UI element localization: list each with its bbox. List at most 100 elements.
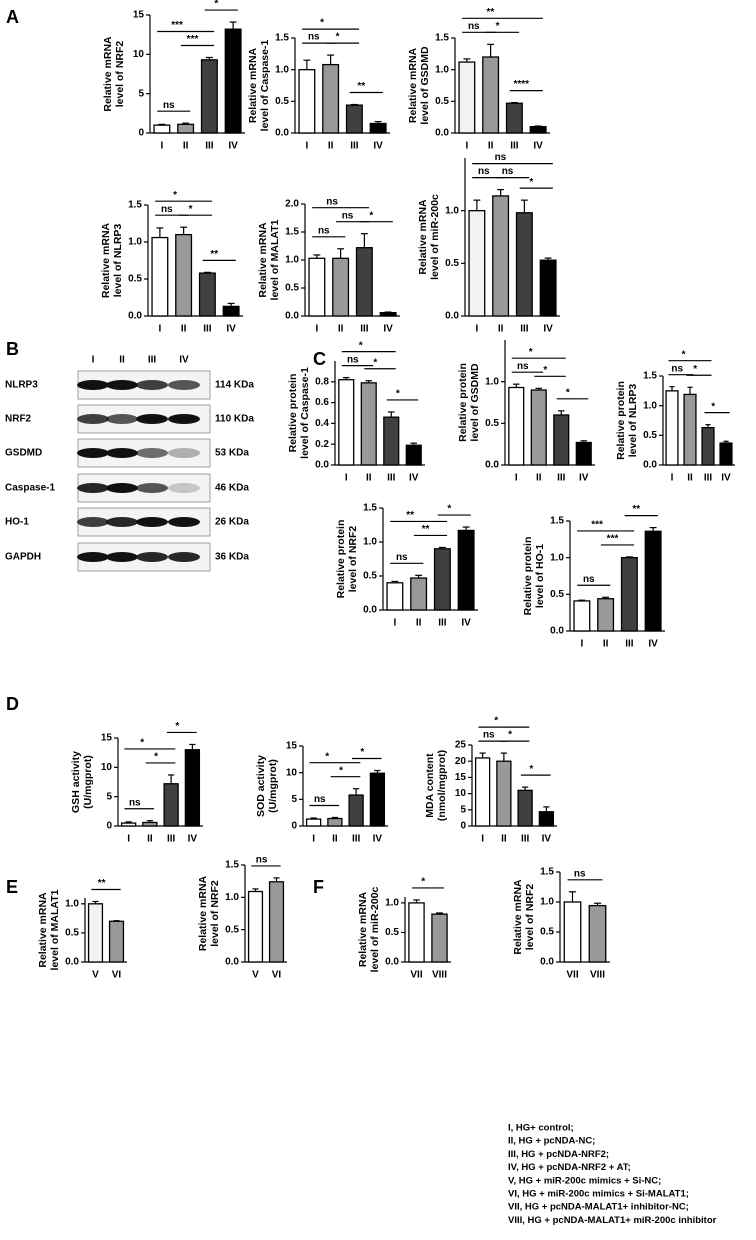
y-tick-label: 0.0	[550, 626, 564, 637]
y-tick-label: 0.0	[315, 460, 329, 471]
significance-label: *	[189, 204, 193, 215]
y-axis-label: (nmol/mgprot)	[436, 750, 448, 821]
x-tick-label: II	[328, 141, 334, 152]
y-axis-label: Relative mRNA	[37, 892, 49, 968]
significance-label: *	[140, 738, 144, 749]
bar	[405, 444, 422, 466]
x-tick-label: IV	[226, 324, 236, 335]
x-tick-label: III	[360, 324, 369, 335]
y-tick-label: 0.0	[285, 311, 299, 322]
significance-label: ns	[308, 32, 320, 43]
significance-label: *	[336, 32, 340, 43]
y-tick-label: 0.0	[275, 128, 289, 139]
x-tick-label: I	[315, 324, 318, 335]
significance-label: **	[98, 878, 106, 889]
significance-label: *	[543, 365, 547, 376]
bar	[332, 257, 350, 317]
x-tick-label: III	[510, 141, 519, 152]
bar	[163, 783, 179, 827]
blot-band	[168, 414, 200, 424]
panel-label: E	[6, 877, 18, 897]
x-tick-label: III	[167, 834, 176, 845]
significance-label: ****	[513, 79, 529, 90]
bar	[530, 389, 547, 466]
significance-label: ns	[574, 868, 586, 879]
y-axis-label: level of NRF2	[209, 880, 221, 947]
y-tick-label: 1.0	[275, 64, 289, 75]
blot-size-label: 26 KDa	[215, 517, 249, 528]
bar	[620, 557, 638, 632]
x-tick-label: I	[580, 639, 583, 650]
y-tick-label: 1.5	[550, 516, 564, 527]
x-tick-label: I	[305, 141, 308, 152]
x-tick-label: IV	[228, 141, 238, 152]
y-tick-label: 0	[460, 821, 466, 832]
y-axis-label: GSH activity	[70, 751, 82, 813]
significance-label: **	[210, 249, 218, 260]
x-tick-label: I	[127, 834, 130, 845]
bar	[153, 124, 171, 134]
y-axis-label: SOD activity	[255, 755, 267, 817]
significance-label: *	[320, 18, 324, 29]
significance-label: ns	[342, 210, 354, 221]
y-tick-label: 0.5	[275, 96, 289, 107]
x-tick-label: IV	[409, 473, 419, 484]
bar	[369, 122, 387, 134]
y-tick-label: 5	[106, 791, 112, 802]
blot-row-label: NRF2	[5, 414, 32, 425]
bar	[431, 913, 448, 963]
y-tick-label: 0.4	[315, 418, 329, 429]
y-tick-label: 1.5	[128, 200, 142, 211]
x-tick-label: IV	[373, 141, 383, 152]
bar	[360, 382, 377, 466]
x-tick-label: VII	[410, 970, 422, 981]
significance-label: *	[173, 190, 177, 201]
y-tick-label: 1.0	[65, 898, 79, 909]
significance-label: *	[566, 387, 570, 398]
y-tick-label: 1.5	[540, 867, 554, 878]
x-tick-label: I	[481, 834, 484, 845]
y-axis-label: level of MALAT1	[269, 219, 281, 300]
blot-band	[77, 414, 109, 424]
blot-row-label: GAPDH	[5, 552, 41, 563]
significance-label: *	[369, 210, 373, 221]
x-tick-label: I	[158, 324, 161, 335]
y-tick-label: 0.5	[540, 927, 554, 938]
y-axis-label: level of miR-200c	[369, 886, 381, 972]
y-tick-label: 0.5	[550, 589, 564, 600]
y-axis-label: MDA content	[424, 753, 436, 818]
bar	[305, 818, 322, 827]
x-tick-label: VII	[566, 970, 578, 981]
bar	[338, 379, 355, 466]
y-axis-label: Relative mRNA	[247, 47, 259, 123]
bar	[224, 28, 242, 134]
bar	[379, 311, 397, 317]
blot-size-label: 36 KDa	[215, 552, 249, 563]
y-axis-label: level of MALAT1	[49, 889, 61, 970]
y-tick-label: 0.5	[363, 571, 377, 582]
y-tick-label: 1.0	[363, 537, 377, 548]
y-tick-label: 10	[286, 767, 298, 778]
y-tick-label: 0.5	[285, 283, 299, 294]
significance-label: ns	[517, 361, 529, 372]
y-tick-label: 1.0	[540, 897, 554, 908]
y-axis-label: Relative mRNA	[102, 36, 114, 112]
blot-band	[106, 380, 138, 390]
y-tick-label: 0.0	[363, 605, 377, 616]
bar	[345, 104, 363, 134]
y-tick-label: 0.0	[485, 460, 499, 471]
y-axis-label: Relative protein	[615, 381, 627, 460]
bar	[701, 426, 715, 466]
y-axis-label: level of GSDMD	[469, 363, 481, 442]
y-tick-label: 0	[291, 821, 297, 832]
lane-label: IV	[179, 355, 189, 366]
x-tick-label: I	[393, 618, 396, 629]
legend-line: V, HG + miR-200c mimics + Si-NC;	[508, 1175, 661, 1186]
blot-background	[78, 370, 210, 568]
y-tick-label: 1.0	[225, 892, 239, 903]
bar	[482, 56, 500, 134]
y-tick-label: 1.0	[435, 64, 449, 75]
significance-label: ***	[187, 34, 199, 45]
y-tick-label: 0.0	[128, 311, 142, 322]
